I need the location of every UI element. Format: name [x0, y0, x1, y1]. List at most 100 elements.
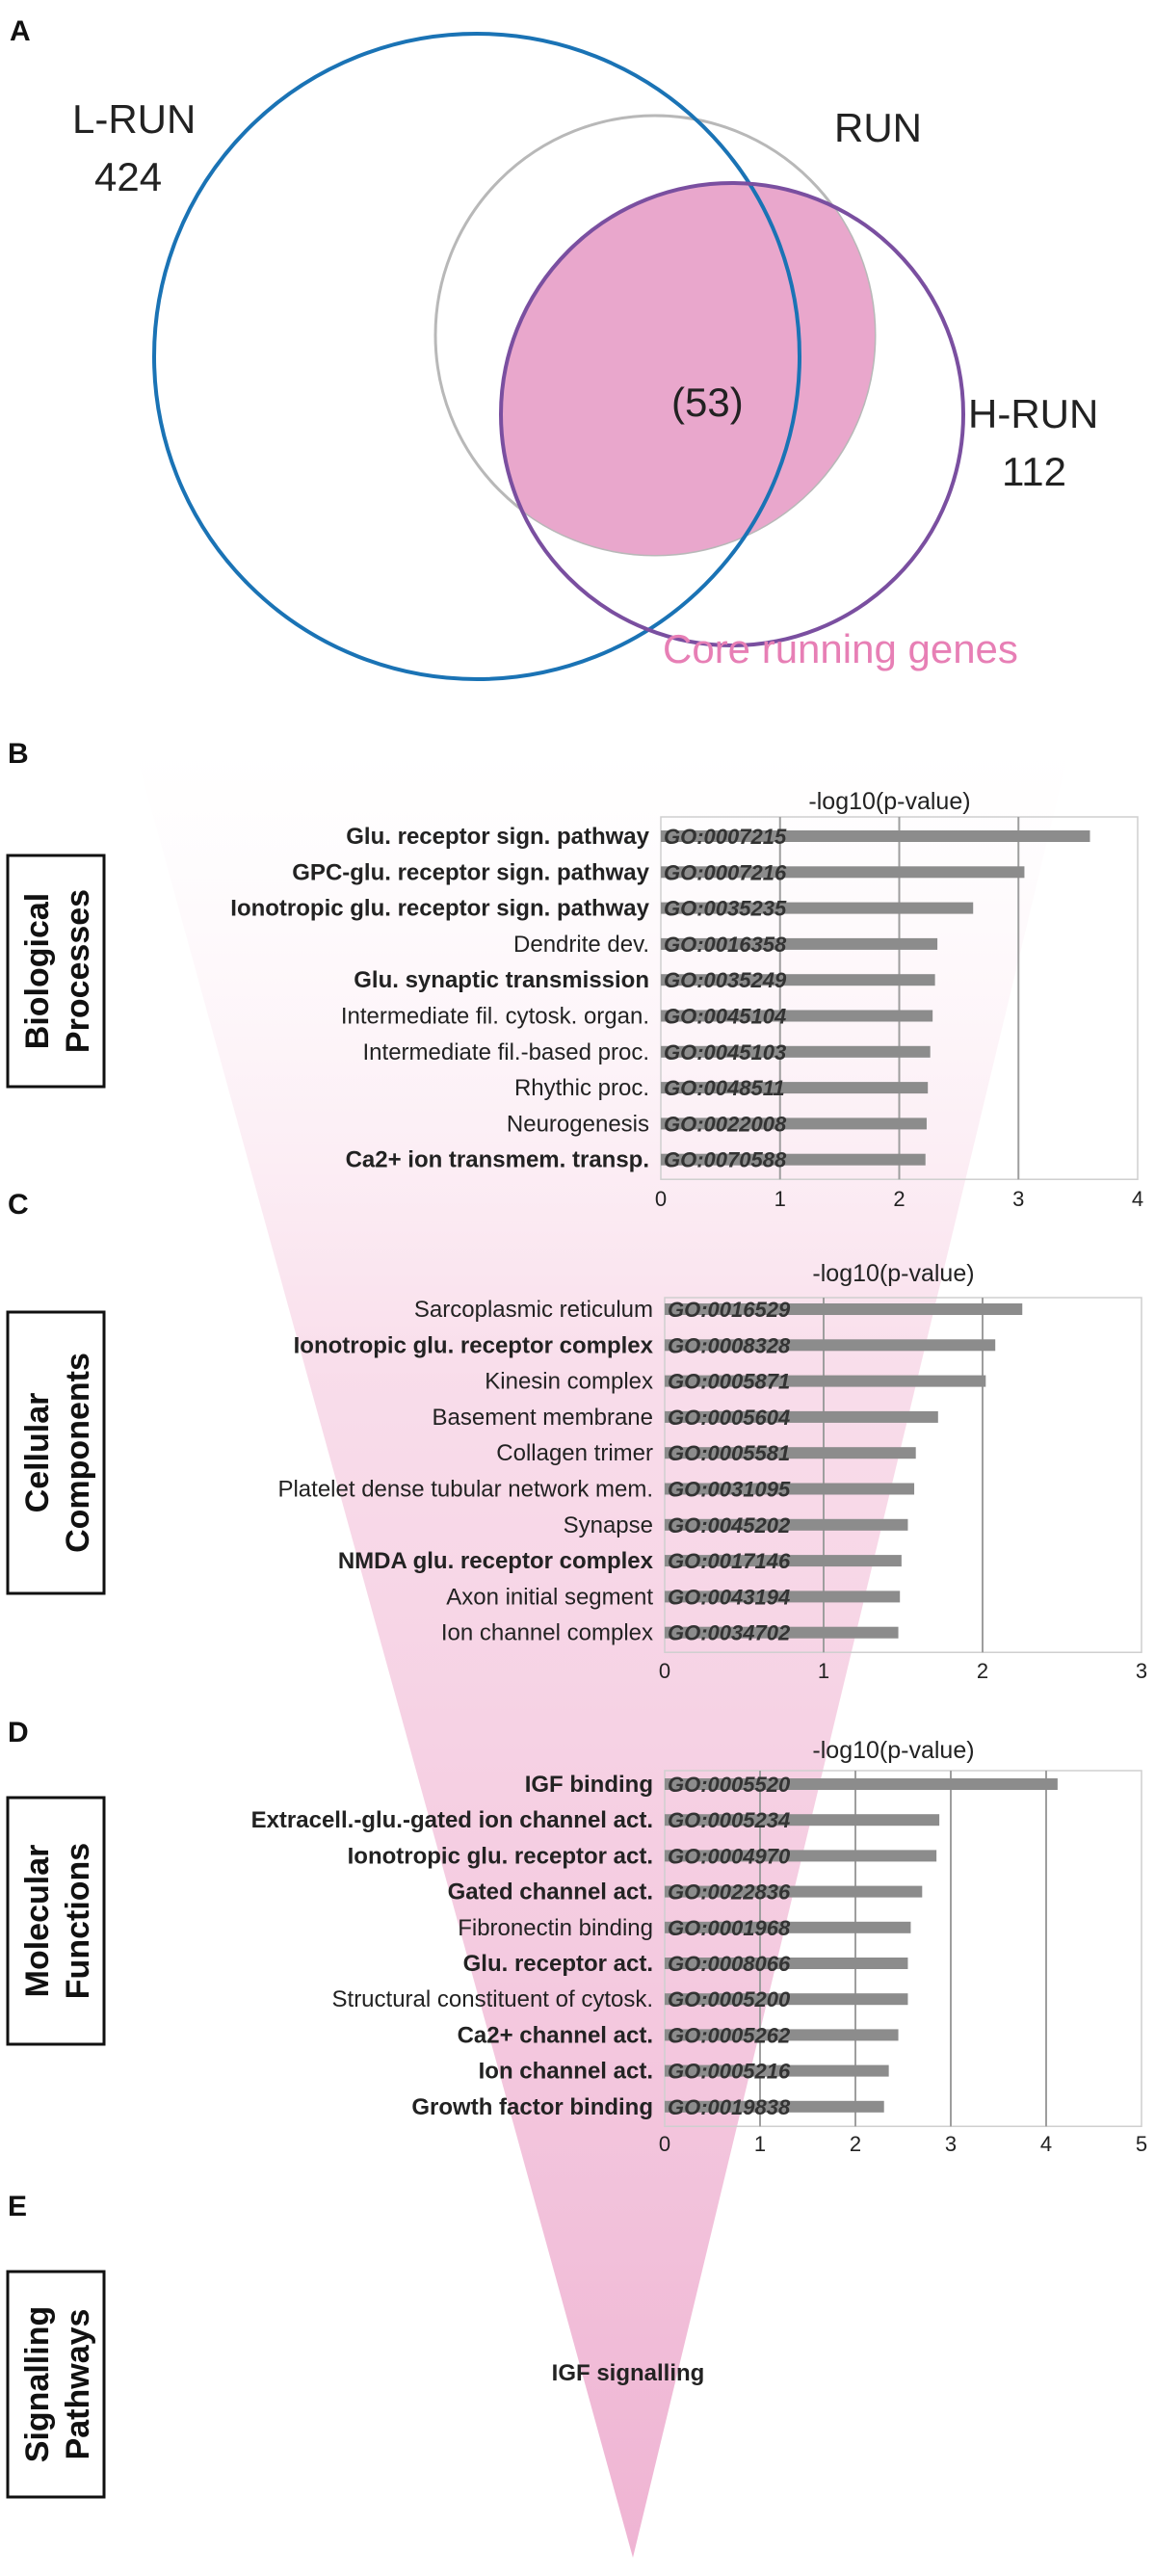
go-id-b-6: GO:0045103: [664, 1040, 786, 1065]
go-id-b-7: GO:0048511: [664, 1076, 785, 1100]
x-tick-label-b-3: 3: [1012, 1187, 1024, 1211]
category-label-c-3: Basement membrane: [433, 1405, 653, 1431]
category-label-c-7: NMDA glu. receptor complex: [338, 1548, 654, 1574]
go-id-b-9: GO:0070588: [664, 1148, 787, 1172]
x-tick-label-c-1: 1: [818, 1659, 829, 1683]
side-title-e-line1: Signalling: [19, 2306, 56, 2462]
x-tick-label-b-0: 0: [655, 1187, 667, 1211]
category-label-c-9: Ion channel complex: [441, 1620, 653, 1646]
category-label-b-8: Neurogenesis: [507, 1111, 649, 1137]
x-axis-title-d: -log10(p-value): [812, 1737, 974, 1764]
x-tick-label-b-4: 4: [1132, 1187, 1143, 1211]
category-label-d-4: Fibronectin binding: [458, 1915, 653, 1941]
bar-c-7: [665, 1555, 902, 1567]
category-label-b-5: Intermediate fil. cytosk. organ.: [341, 1004, 649, 1030]
go-id-d-6: GO:0005200: [668, 1987, 791, 2011]
go-id-c-4: GO:0005581: [668, 1441, 790, 1465]
go-id-c-1: GO:0008328: [668, 1333, 791, 1357]
x-tick-label-d-5: 5: [1136, 2132, 1147, 2156]
go-id-d-0: GO:0005520: [668, 1773, 791, 1797]
bar-d-6: [665, 1993, 908, 2006]
hrun-circle: [499, 181, 965, 647]
x-tick-label-d-1: 1: [754, 2132, 766, 2156]
hrun-name: H-RUN: [968, 391, 1098, 436]
category-label-c-4: Collagen trimer: [496, 1440, 653, 1466]
go-id-d-9: GO:0019838: [668, 2095, 791, 2119]
chart-b-plot: 0 1 2 3 4 -log10(p-value) GO:0007215 Glu. recep…: [230, 788, 1143, 1211]
bar-b-1: [661, 866, 1025, 879]
bar-c-0: [665, 1303, 1023, 1315]
go-id-d-3: GO:0022836: [668, 1880, 791, 1905]
go-id-c-9: GO:0034702: [668, 1621, 791, 1645]
x-tick-label-d-0: 0: [659, 2132, 670, 2156]
venn-panel: A L-RUN 424 RUN H-RUN 112 (53) Core runn…: [10, 15, 1098, 681]
bar-c-4: [665, 1447, 916, 1459]
category-label-c-8: Axon initial segment: [446, 1584, 653, 1610]
category-label-c-1: Ionotropic glu. receptor complex: [294, 1332, 654, 1358]
bar-c-6: [665, 1518, 908, 1531]
bar-d-9: [665, 2100, 884, 2113]
category-label-c-5: Platelet dense tubular network mem.: [277, 1477, 653, 1503]
chart-biological-processes: B Biological Processes 0 1 2 3 4 -log10(p-val…: [6, 738, 1143, 1211]
x-tick-label-d-4: 4: [1040, 2132, 1052, 2156]
category-label-d-9: Growth factor binding: [411, 2094, 653, 2120]
go-id-c-5: GO:0031095: [668, 1478, 791, 1502]
side-title-box-b: [6, 854, 106, 1089]
go-id-d-8: GO:0005216: [668, 2060, 791, 2084]
side-title-e-line2: Pathways: [60, 2309, 96, 2460]
side-title-c-line2: Components: [60, 1353, 96, 1553]
category-label-c-0: Sarcoplasmic reticulum: [414, 1297, 653, 1323]
side-title-d-line2: Functions: [60, 1843, 96, 1999]
category-label-b-9: Ca2+ ion transmem. transp.: [346, 1147, 649, 1173]
category-label-d-1: Extracell.-glu.-gated ion channel act.: [251, 1807, 653, 1833]
go-id-d-1: GO:0005234: [668, 1808, 790, 1832]
go-id-d-5: GO:0008066: [668, 1952, 791, 1976]
category-label-d-3: Gated channel act.: [448, 1879, 653, 1906]
go-id-b-1: GO:0007216: [664, 860, 787, 884]
panel-letter-d: D: [8, 1717, 29, 1748]
category-label-d-6: Structural constituent of cytosk.: [332, 1986, 653, 2012]
chart-d-plot: 0 1 2 3 4 5 -log10(p-value) GO:0005520 IGF bindi…: [251, 1737, 1148, 2156]
x-axis-title-c: -log10(p-value): [812, 1260, 974, 1287]
panel-letter-a: A: [10, 15, 31, 47]
x-tick-label-c-3: 3: [1136, 1659, 1147, 1683]
go-id-b-8: GO:0022008: [664, 1112, 787, 1136]
category-label-d-5: Glu. receptor act.: [463, 1951, 653, 1977]
category-label-b-6: Intermediate fil.-based proc.: [363, 1039, 649, 1065]
go-id-c-8: GO:0043194: [668, 1585, 790, 1609]
bar-d-7: [665, 2029, 899, 2041]
core-running-genes-label: Core running genes: [663, 626, 1018, 671]
bar-c-5: [665, 1483, 915, 1495]
go-id-b-5: GO:0045104: [664, 1005, 786, 1029]
side-title-d-line1: Molecular: [19, 1845, 56, 1998]
core-region: [501, 183, 875, 555]
lrun-name: L-RUN: [72, 96, 196, 142]
lrun-count: 424: [94, 154, 162, 199]
x-tick-label-d-3: 3: [945, 2132, 957, 2156]
plot-frame-c: [664, 1297, 1142, 1653]
bar-d-1: [665, 1814, 940, 1827]
category-label-b-0: Glu. receptor sign. pathway: [346, 824, 649, 850]
category-label-b-3: Dendrite dev.: [513, 932, 649, 958]
panel-letter-c: C: [8, 1189, 29, 1221]
run-name: RUN: [834, 105, 922, 150]
bar-d-0: [665, 1778, 1058, 1790]
go-id-d-7: GO:0005262: [668, 2023, 791, 2047]
category-label-c-2: Kinesin complex: [485, 1369, 653, 1395]
go-id-d-4: GO:0001968: [668, 1916, 791, 1940]
go-id-c-7: GO:0017146: [668, 1549, 791, 1573]
lrun-circle: [152, 32, 801, 681]
go-id-b-2: GO:0035235: [664, 897, 787, 921]
go-id-b-4: GO:0035249: [664, 968, 787, 992]
category-label-b-7: Rhythic proc.: [514, 1075, 649, 1101]
hrun-count: 112: [1002, 449, 1066, 494]
x-tick-label-c-0: 0: [659, 1659, 670, 1683]
side-title-c-line1: Cellular: [19, 1393, 56, 1513]
go-id-c-3: GO:0005604: [668, 1406, 790, 1430]
bar-b-9: [661, 1153, 926, 1166]
side-title-box-c: [6, 1310, 106, 1595]
side-title-box-e: [6, 2270, 106, 2499]
bar-b-7: [661, 1082, 929, 1094]
go-id-b-0: GO:0007215: [664, 825, 787, 849]
